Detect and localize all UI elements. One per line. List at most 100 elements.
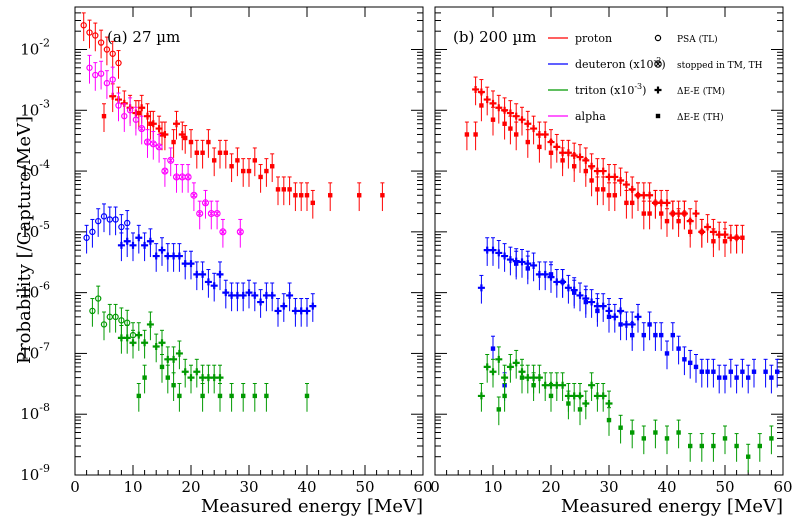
data-point xyxy=(241,393,246,399)
data-point xyxy=(490,346,496,351)
legend-marker-label: stopped in TM, TH xyxy=(677,61,763,71)
data-point xyxy=(577,407,583,412)
data-point xyxy=(711,443,716,449)
legend-entry-label: alpha xyxy=(575,110,606,123)
data-point xyxy=(717,375,722,380)
data-point xyxy=(268,291,276,299)
data-point xyxy=(257,298,265,306)
data-point xyxy=(148,121,153,126)
data-point xyxy=(100,321,108,328)
data-point xyxy=(502,393,507,399)
data-point xyxy=(141,241,149,249)
data-point xyxy=(518,116,526,124)
data-point xyxy=(512,359,520,367)
data-point xyxy=(103,46,111,53)
data-point xyxy=(757,443,762,449)
data-point xyxy=(112,216,119,223)
data-point xyxy=(188,139,194,145)
data-point xyxy=(502,121,507,126)
data-point xyxy=(184,173,192,181)
data-point xyxy=(155,125,163,133)
data-point xyxy=(582,400,590,408)
data-point xyxy=(101,113,107,119)
data-point xyxy=(97,39,105,46)
data-point xyxy=(514,261,519,266)
data-point xyxy=(659,211,664,216)
data-point xyxy=(646,191,654,199)
series-a-4 xyxy=(138,115,244,248)
data-point xyxy=(187,374,195,382)
data-point xyxy=(152,252,160,260)
data-point xyxy=(97,70,105,77)
data-point xyxy=(275,187,281,192)
panel-a-xlabel: Measured energy [MeV] xyxy=(201,496,423,517)
data-point xyxy=(477,284,485,292)
data-point xyxy=(560,279,565,285)
data-point xyxy=(601,187,606,192)
data-point xyxy=(641,211,646,216)
data-point xyxy=(595,308,600,314)
x-tick-label-a: 30 xyxy=(239,478,258,496)
data-point xyxy=(564,284,572,292)
data-point xyxy=(676,346,681,351)
data-point xyxy=(647,322,652,327)
data-point xyxy=(310,200,315,206)
data-point xyxy=(89,228,96,236)
data-point xyxy=(146,237,154,245)
series-b-0 xyxy=(472,76,741,254)
data-point xyxy=(506,109,514,117)
data-point xyxy=(219,228,227,236)
data-point-x xyxy=(191,192,197,198)
data-point xyxy=(287,187,292,192)
data-point xyxy=(83,234,90,241)
data-point xyxy=(525,266,530,271)
data-point xyxy=(599,392,607,400)
panel-a-marks xyxy=(80,12,385,412)
data-point xyxy=(161,167,169,175)
data-point xyxy=(304,393,310,399)
data-point xyxy=(217,393,223,399)
data-point xyxy=(630,430,635,435)
data-point xyxy=(138,125,146,133)
data-point-x xyxy=(185,174,191,180)
data-point xyxy=(144,112,151,120)
series-b-3 xyxy=(490,250,780,401)
y-tick-exponent: -3 xyxy=(39,97,50,110)
panel-b-label: (b) 200 µm xyxy=(453,28,536,46)
series-b-1 xyxy=(464,92,745,258)
data-point xyxy=(86,29,93,36)
data-point xyxy=(229,393,234,399)
data-point xyxy=(688,229,693,235)
data-point xyxy=(477,392,485,400)
data-point xyxy=(229,164,234,169)
data-point xyxy=(252,393,257,399)
data-point xyxy=(94,295,102,302)
data-point xyxy=(572,290,577,295)
legend-entry-label: triton (x10-3) xyxy=(575,82,646,97)
data-point xyxy=(548,150,554,155)
data-point xyxy=(177,393,182,399)
data-point xyxy=(641,332,646,338)
data-point xyxy=(270,164,275,169)
data-point xyxy=(514,132,519,137)
data-point xyxy=(605,400,613,408)
data-point xyxy=(235,158,240,163)
y-tick-label: 10-9 xyxy=(20,462,50,484)
data-point xyxy=(722,375,728,380)
y-tick-exponent: -8 xyxy=(39,401,50,414)
data-point xyxy=(200,393,205,399)
data-point xyxy=(588,298,596,306)
panel-b: 0 10 20 30 40 50 60 (b) 200 µm Measured energy… xyxy=(430,6,793,517)
legend-entry-sup: -3 xyxy=(634,82,642,91)
data-point xyxy=(535,374,543,382)
legend-entry-tail: ) xyxy=(642,84,646,97)
data-point xyxy=(583,299,588,305)
data-point xyxy=(216,270,224,278)
data-point xyxy=(274,307,282,315)
panel-a-label: (a) 27 µm xyxy=(107,28,180,46)
data-point xyxy=(304,193,310,198)
data-point-x xyxy=(197,211,203,216)
data-point xyxy=(664,436,670,441)
data-point xyxy=(109,50,116,57)
x-tick-label-b: 60 xyxy=(773,478,792,496)
